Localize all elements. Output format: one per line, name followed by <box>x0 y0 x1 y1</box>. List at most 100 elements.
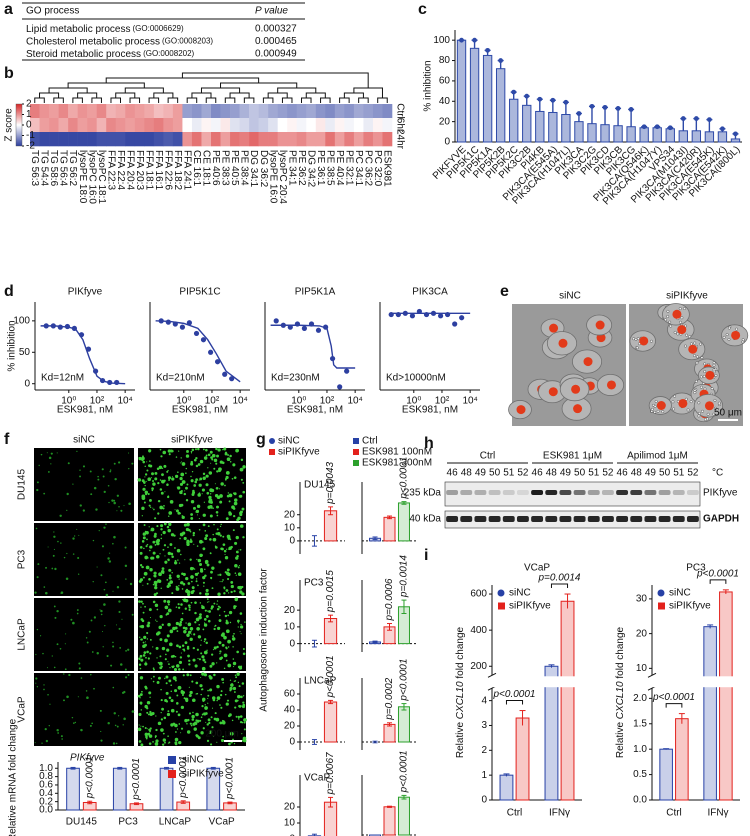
speck <box>159 638 163 641</box>
p-value: 0.000465 <box>255 36 297 47</box>
image-label: siPIKfyve <box>171 435 213 446</box>
dendrogram <box>181 72 369 88</box>
speck <box>204 536 208 541</box>
speck <box>188 686 190 688</box>
speck <box>186 730 191 734</box>
speck <box>146 650 149 654</box>
y-tick-label: 20 <box>284 509 296 520</box>
x-tick-label: 10² <box>205 396 220 407</box>
speck <box>63 699 65 702</box>
speck <box>212 648 215 651</box>
point <box>280 322 286 328</box>
speck <box>187 622 192 627</box>
speck <box>202 541 204 543</box>
heatmap-cell <box>363 132 374 147</box>
speck <box>157 482 160 485</box>
heatmap-cell <box>201 118 212 133</box>
image-label: siNC <box>559 291 581 302</box>
speck <box>194 480 198 484</box>
speck <box>172 676 177 680</box>
speck <box>233 691 236 693</box>
speck <box>143 651 147 654</box>
speck <box>36 488 39 492</box>
speck <box>237 665 241 669</box>
speck <box>114 724 117 727</box>
x-axis-label: ESK981, nM <box>402 405 458 416</box>
band <box>573 516 586 522</box>
speck <box>184 718 188 723</box>
speck <box>174 741 178 745</box>
panel-label: f <box>4 431 10 448</box>
speck <box>167 546 169 548</box>
band <box>616 490 629 495</box>
dendrogram <box>229 92 250 98</box>
speck <box>228 742 231 746</box>
column-label: lysoPC 16:0 <box>86 150 97 204</box>
speck <box>239 467 244 472</box>
dendrogram <box>262 97 274 103</box>
speck <box>205 614 209 618</box>
bar <box>626 126 636 143</box>
speck <box>204 530 207 532</box>
speck <box>169 543 173 546</box>
point <box>165 319 171 325</box>
group-label: Ctrl <box>480 451 496 462</box>
speck <box>161 707 164 711</box>
heatmap-cell <box>230 118 240 133</box>
speck <box>163 716 167 720</box>
y-axis-label-part: CXCL10 <box>455 681 466 719</box>
speck <box>222 535 225 538</box>
speck <box>181 480 186 484</box>
speck <box>211 458 214 461</box>
speck <box>170 552 174 556</box>
speck <box>223 635 227 640</box>
speck <box>241 585 244 589</box>
bar <box>574 121 584 143</box>
point <box>452 321 458 327</box>
speck <box>153 508 155 511</box>
speck <box>100 613 103 616</box>
speck <box>161 473 164 477</box>
band <box>502 490 515 495</box>
speck <box>216 684 220 689</box>
speck <box>161 479 165 484</box>
heatmap-cell <box>163 104 174 119</box>
heatmap-cell <box>77 104 88 119</box>
p-value: p<0.0001 <box>131 758 142 801</box>
speck <box>150 556 154 560</box>
speck <box>107 484 110 487</box>
speck <box>204 661 207 664</box>
speck <box>190 513 193 516</box>
speck <box>199 459 204 464</box>
vacuole <box>636 337 640 341</box>
speck <box>181 461 183 463</box>
speck <box>167 559 170 562</box>
point <box>402 310 408 316</box>
speck <box>142 725 144 728</box>
speck <box>145 656 147 659</box>
speck <box>189 690 193 695</box>
speck <box>165 675 169 679</box>
point <box>172 321 178 327</box>
legend-swatch <box>168 756 176 764</box>
y-tick-label: 0.2 <box>39 796 53 807</box>
point <box>720 126 725 132</box>
y-tick-label: 200 <box>470 661 487 672</box>
point <box>208 349 214 355</box>
speck <box>146 461 148 463</box>
band <box>502 516 515 522</box>
vacuole <box>722 335 726 339</box>
speck <box>225 619 228 622</box>
nucleus <box>549 323 559 333</box>
heatmap-cell <box>220 132 231 147</box>
speck <box>194 573 198 576</box>
speck <box>186 522 190 527</box>
band <box>545 490 558 495</box>
speck <box>202 472 206 476</box>
speck <box>199 613 202 617</box>
bar <box>665 128 675 143</box>
speck <box>186 483 189 486</box>
speck <box>53 535 56 538</box>
band <box>630 490 643 495</box>
speck <box>198 615 202 620</box>
